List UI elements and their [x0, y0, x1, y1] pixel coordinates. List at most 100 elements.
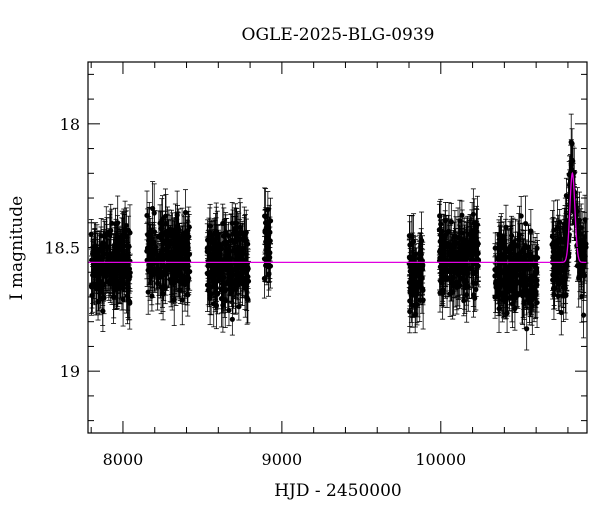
data-point [115, 220, 121, 226]
data-point [211, 245, 218, 251]
data-point [171, 240, 177, 247]
data-point [232, 281, 239, 288]
data-point [437, 264, 443, 270]
data-point [440, 245, 446, 251]
data-point [98, 288, 104, 294]
data-point [459, 212, 465, 218]
data-point [107, 232, 113, 238]
data-point [204, 282, 211, 288]
data-point [185, 278, 191, 284]
data-point [233, 238, 239, 245]
data-point [214, 233, 220, 240]
data-point [262, 229, 268, 235]
data-point [245, 278, 252, 284]
data-point [419, 285, 425, 291]
data-point [265, 237, 271, 243]
data-point [205, 237, 211, 243]
data-point [518, 213, 524, 219]
data-point [127, 299, 133, 305]
data-point [228, 237, 234, 244]
data-point [524, 326, 530, 332]
data-point [95, 271, 102, 277]
data-point [410, 273, 416, 279]
data-point [241, 233, 248, 239]
data-point [222, 297, 228, 304]
data-point [267, 254, 273, 261]
data-point [442, 266, 449, 272]
data-point [104, 244, 110, 250]
data-point [185, 246, 191, 252]
data-point [126, 243, 132, 250]
data-point [151, 249, 157, 256]
data-point [512, 305, 518, 312]
data-point [462, 279, 468, 285]
data-point [149, 293, 155, 299]
data-point [461, 298, 467, 304]
data-point [155, 280, 161, 286]
data-point [440, 290, 446, 296]
data-point [229, 316, 235, 322]
data-point [218, 296, 225, 302]
data-point [453, 268, 459, 274]
data-point [182, 209, 189, 216]
data-point [159, 217, 166, 223]
data-point [237, 224, 243, 231]
data-point [181, 256, 187, 262]
data-point [173, 264, 179, 270]
data-point [267, 218, 274, 224]
data-point [223, 239, 229, 245]
data-point [145, 289, 151, 295]
data-point [227, 266, 233, 272]
data-point [414, 302, 420, 308]
data-point [112, 247, 118, 253]
data-point [463, 247, 469, 253]
data-point [497, 236, 503, 242]
data-point [161, 284, 167, 290]
data-point [240, 277, 246, 283]
data-point [110, 294, 117, 300]
data-point [88, 231, 94, 237]
data-point [210, 240, 216, 246]
data-point [121, 263, 127, 270]
data-point [409, 233, 415, 239]
data-point [230, 231, 236, 237]
data-point [448, 279, 454, 285]
data-point [207, 295, 213, 301]
data-point [211, 301, 217, 307]
data-point [437, 213, 443, 219]
data-point [184, 242, 191, 248]
data-point [528, 228, 534, 234]
data-point [90, 283, 96, 289]
data-point [468, 242, 474, 248]
data-point [448, 219, 454, 225]
data-point [121, 235, 127, 241]
data-point [262, 213, 268, 219]
data-point [472, 269, 478, 275]
data-point [121, 253, 127, 259]
data-point [233, 220, 239, 226]
data-point [449, 246, 455, 252]
data-point [90, 249, 96, 255]
data-point [170, 280, 177, 286]
data-point [473, 225, 480, 231]
data-point [470, 256, 476, 262]
data-point [207, 223, 213, 229]
data-point [213, 289, 219, 295]
data-point [237, 255, 244, 262]
data-point [158, 274, 164, 280]
data-point [522, 220, 529, 227]
data-point [171, 297, 177, 303]
data-point [235, 265, 241, 272]
data-point [441, 276, 447, 282]
data-points-layer [88, 113, 589, 351]
data-point [181, 230, 187, 236]
data-point [207, 252, 213, 258]
data-point [418, 263, 424, 270]
data-point [446, 228, 452, 234]
data-point [472, 295, 478, 301]
data-point [114, 242, 120, 248]
data-point [100, 254, 107, 261]
data-point [93, 263, 99, 270]
data-point [186, 268, 192, 275]
